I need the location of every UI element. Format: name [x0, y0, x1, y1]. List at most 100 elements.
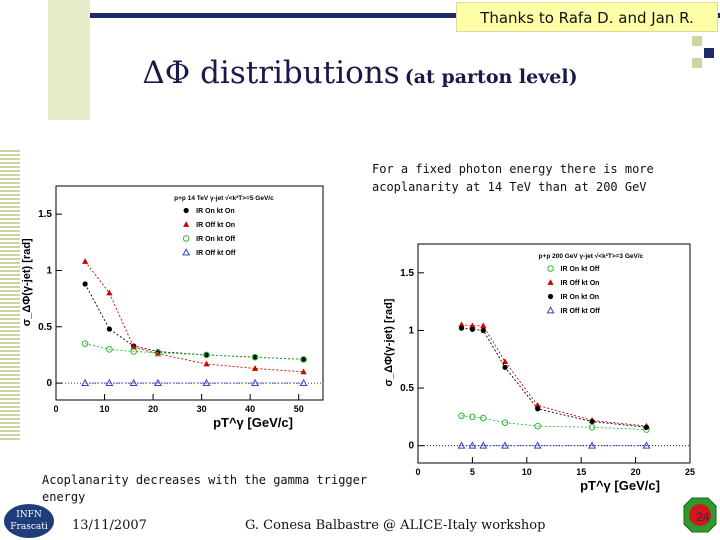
chart1-point-ir-on-kt-on: [300, 356, 307, 363]
chart2-x-tick-label: 5: [470, 467, 475, 477]
left-decorative-stripes: [0, 150, 20, 440]
chart2-point-ir-off-kt-off: [588, 441, 597, 449]
chart2-y-tick-label: 0.5: [400, 383, 414, 394]
top-decorative-block: [48, 0, 90, 120]
chart1-point-ir-off-kt-on: [300, 368, 307, 375]
chart2-y-tick-label: 0: [408, 441, 414, 452]
chart2-point-ir-on-kt-off: [469, 413, 476, 421]
chart1-x-tick-label: 20: [148, 404, 158, 414]
chart2-x-tick-label: 20: [631, 467, 641, 477]
chart1-x-tick-label: 40: [245, 404, 255, 414]
chart2-point-ir-off-kt-on: [469, 322, 476, 329]
chart2-point-ir-on-kt-on: [643, 424, 650, 430]
chart1-y-tick-label: 0: [46, 378, 52, 389]
chart1-point-ir-off-kt-on: [203, 360, 210, 367]
logo-line1: INFN: [16, 510, 42, 520]
chart1-legend-entry-ir-on-kt-off: IR On kt Off: [196, 236, 236, 243]
chart2-point-ir-off-kt-off: [457, 441, 466, 449]
chart1-point-ir-on-kt-off: [81, 340, 89, 347]
chart1-point-ir-off-kt-off: [202, 378, 211, 387]
comparison-note: For a fixed photon energy there is more …: [372, 162, 654, 194]
chart2-point-ir-on-kt-off: [501, 419, 509, 426]
chart1-plot-frame: [55, 185, 324, 401]
institution-logo: INFN Frascati: [4, 504, 54, 538]
chart2-y-tick-label: 1: [408, 325, 414, 336]
slide-title-sub: (at parton level): [404, 66, 578, 88]
chart1-y-tick-label: 1.5: [38, 209, 52, 220]
chart1-legend-marker-ir-off-kt-off: [182, 248, 191, 256]
chart1-x-tick-label: 10: [100, 404, 110, 414]
chart2-legend-entry-ir-off-kt-off: IR Off kt Off: [561, 308, 601, 315]
chart2-point-ir-on-kt-off: [588, 423, 596, 431]
logo-line2: Frascati: [10, 522, 48, 532]
chart2-point-ir-off-kt-on: [480, 322, 487, 329]
chart2-x-tick-label: 25: [685, 467, 695, 477]
chart2-point-ir-off-kt-off: [468, 441, 477, 449]
chart2-point-ir-off-kt-on: [534, 402, 541, 408]
chart1-x-tick-label: 50: [294, 404, 304, 414]
chart1-point-ir-on-kt-off: [154, 349, 162, 356]
chart2-point-ir-off-kt-off: [642, 441, 651, 449]
slide-title: ΔΦ distributions (at parton level): [0, 55, 720, 91]
chart1-point-ir-off-kt-off: [81, 378, 90, 387]
chart1-legend-entry-ir-on-kt-on: IR On kt On: [196, 208, 235, 215]
chart2-legend-marker-ir-off-kt-off: [546, 306, 555, 314]
slide-caption: Acoplanarity decreases with the gamma tr…: [42, 473, 368, 504]
chart2-x-tick-label: 0: [415, 467, 420, 477]
chart1-series-line-ir-on-kt-off: [85, 343, 304, 360]
chart2-point-ir-off-kt-on: [501, 358, 509, 364]
chart2-point-ir-off-kt-off: [479, 441, 488, 449]
top-title-bar: [90, 13, 720, 18]
chart2-legend-marker-ir-on-kt-off: [547, 265, 554, 272]
chart2-legend-entry-ir-off-kt-on: IR Off kt On: [561, 280, 600, 287]
chart2-legend-entry-ir-on-kt-on: IR On kt On: [561, 294, 600, 301]
page-number-badge: 24: [683, 497, 717, 533]
chart2-point-ir-off-kt-off: [501, 441, 509, 449]
chart2-y-axis-label: σ_ΔΦ(γ-jet) [rad]: [383, 298, 395, 386]
chart1-point-ir-off-kt-off: [299, 378, 308, 387]
chart1-point-ir-on-kt-off: [251, 353, 259, 361]
chart1-point-ir-on-kt-off: [300, 356, 307, 363]
chart2-legend-title: p+p 200 GeV γ-jet √<k²T>=3 GeV/c: [539, 252, 644, 260]
chart2-legend-entry-ir-on-kt-off: IR On kt Off: [561, 266, 601, 273]
chart2-point-ir-on-kt-off: [534, 422, 541, 430]
chart2-legend-marker-ir-off-kt-on: [547, 279, 554, 285]
credit-note: Thanks to Rafa D. and Jan R.: [456, 2, 718, 32]
chart1-point-ir-on-kt-on: [252, 354, 258, 360]
chart1-point-ir-off-kt-on: [106, 289, 113, 296]
chart2-point-ir-on-kt-on: [589, 418, 595, 425]
footer-text: G. Conesa Balbastre @ ALICE-Italy worksh…: [245, 518, 546, 533]
chart-200gev: 0 5 10 15 20 25 0 0.5 1 1.5 pT^γ [GeV/c] σ_ΔΦ(γ-jet…: [383, 243, 695, 493]
corner-decoration-icon: [692, 36, 714, 68]
chart1-point-ir-on-kt-off: [203, 351, 210, 359]
chart2-legend-marker-ir-on-kt-on: [547, 293, 554, 300]
chart1-point-ir-off-kt-off: [251, 378, 259, 387]
chart2-point-ir-on-kt-on: [535, 406, 541, 412]
chart1-y-tick-label: 1: [46, 265, 52, 276]
chart1-point-ir-on-kt-on: [106, 326, 112, 332]
chart1-point-ir-off-kt-on: [251, 365, 259, 371]
chart2-point-ir-off-kt-on: [458, 321, 465, 328]
chart1-legend-entry-ir-off-kt-on: IR Off kt On: [196, 222, 235, 229]
chart2-y-tick-label: 1.5: [400, 268, 414, 279]
chart2-x-tick-label: 15: [576, 467, 586, 477]
chart2-point-ir-on-kt-off: [479, 414, 487, 422]
chart2-series-line-ir-on-kt-off: [461, 415, 647, 431]
chart2-point-ir-on-kt-on: [502, 364, 508, 370]
chart1-legend-marker-ir-off-kt-on: [183, 221, 190, 227]
chart1-x-tick-label: 0: [53, 404, 58, 414]
chart2-point-ir-on-kt-on: [480, 327, 486, 334]
chart1-legend-title: p+p 14 TeV γ-jet √<k²T>=5 GeV/c: [174, 194, 274, 202]
chart1-legend-marker-ir-on-kt-off: [182, 235, 190, 242]
chart1-point-ir-off-kt-off: [154, 378, 162, 387]
chart1-point-ir-on-kt-on: [203, 352, 210, 358]
chart2-point-ir-on-kt-off: [458, 412, 465, 420]
chart2-x-axis-label: pT^γ [GeV/c]: [580, 478, 660, 493]
chart2-point-ir-on-kt-on: [458, 325, 465, 331]
chart1-point-ir-off-kt-off: [105, 378, 114, 387]
chart1-legend-marker-ir-on-kt-on: [183, 207, 189, 214]
chart2-point-ir-off-kt-off: [533, 441, 542, 449]
chart1-x-tick-label: 30: [197, 404, 207, 414]
chart1-point-ir-off-kt-on: [130, 343, 137, 350]
chart1-legend-entry-ir-off-kt-off: IR Off kt Off: [196, 250, 236, 257]
